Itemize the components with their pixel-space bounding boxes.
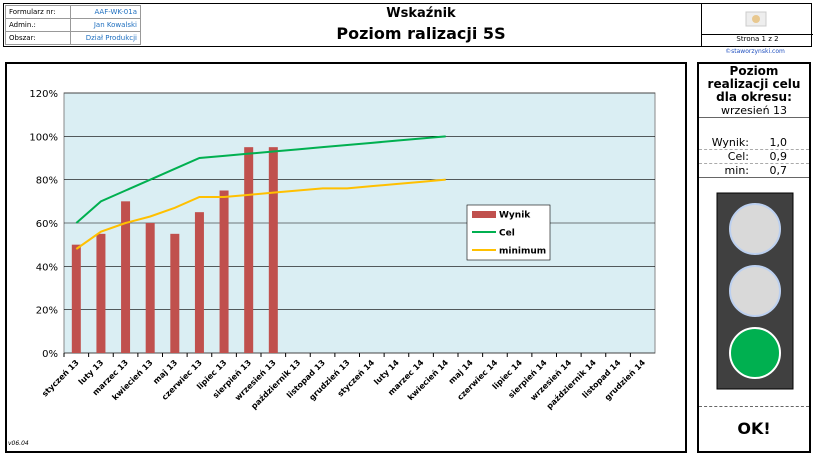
line (75, 135, 446, 224)
row-label: Wynik: (711, 136, 749, 149)
bar (121, 201, 131, 353)
y-tick-label: 120% (29, 89, 58, 100)
y-tick-label: 20% (36, 306, 58, 317)
bar (268, 147, 278, 353)
site: ©staworzynski.com (725, 48, 785, 55)
y-tick-label: 60% (36, 219, 58, 230)
page-number: Strona 1 z 2 (702, 34, 813, 43)
kind: Wskaźnik (386, 6, 456, 21)
summary-title: Poziom realizacji celu dla okresu: (707, 64, 801, 104)
bar (96, 233, 106, 353)
y-tick-label: 80% (36, 176, 58, 187)
bar (145, 223, 155, 353)
legend-label: Cel (499, 229, 515, 239)
header: Formularz nr: AAF-WK-01a Admin.: Jan Kowal… (3, 3, 813, 47)
bar (194, 212, 204, 353)
logo (745, 11, 767, 27)
field-label: Obszar: (5, 31, 71, 45)
y-tick-label: 0% (42, 349, 58, 360)
title: Poziom ralizacji 5S (336, 24, 506, 43)
x-tick-label: styczeń 13 (40, 358, 80, 398)
summary-panel: Poziom realizacji celu dla okresu: wrzes… (697, 62, 811, 453)
summary-rows: Wynik: 1,0 Cel: 0,9 min: 0,7 (699, 136, 809, 178)
row-value: 1,0 (769, 136, 788, 149)
chart-frame (5, 62, 687, 453)
y-tick-label: 40% (36, 262, 58, 273)
status: OK! (737, 419, 771, 438)
version: v06.04 (8, 440, 29, 447)
summary-period: wrzesień 13 (699, 104, 809, 118)
legend-label: minimum (499, 247, 546, 257)
legend-swatch (472, 211, 496, 218)
row-value: 0,7 (769, 164, 788, 177)
bar (244, 147, 254, 353)
row-label: min: (724, 164, 749, 177)
row-label: Cel: (727, 150, 749, 163)
page-box: Strona 1 z 2 (701, 4, 813, 46)
row-value: 0,9 (769, 150, 788, 163)
bar (170, 233, 180, 353)
y-tick-label: 100% (29, 132, 58, 143)
traffic-light (716, 192, 794, 390)
line (75, 178, 446, 250)
field-value: Dział Produkcji (69, 31, 142, 45)
legend-label: Wynik (499, 211, 531, 221)
form-fields: Formularz nr: AAF-WK-01a Admin.: Jan Kowal… (5, 5, 142, 45)
bar (71, 244, 81, 353)
bar (219, 190, 229, 353)
